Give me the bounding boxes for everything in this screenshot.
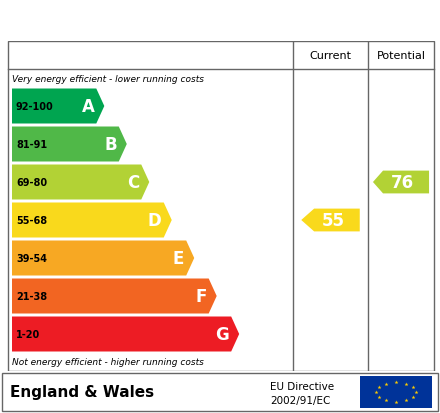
Text: G: G bbox=[216, 325, 229, 343]
Text: E: E bbox=[173, 249, 184, 267]
Text: 92-100: 92-100 bbox=[16, 102, 54, 112]
Polygon shape bbox=[12, 127, 127, 162]
Text: 55-68: 55-68 bbox=[16, 216, 47, 225]
Text: B: B bbox=[104, 136, 117, 154]
Text: Potential: Potential bbox=[377, 51, 425, 61]
Polygon shape bbox=[12, 317, 239, 351]
Text: 21-38: 21-38 bbox=[16, 291, 47, 301]
Polygon shape bbox=[12, 203, 172, 238]
Text: 81-91: 81-91 bbox=[16, 140, 47, 150]
Text: Current: Current bbox=[309, 51, 352, 61]
Text: A: A bbox=[81, 98, 94, 116]
Polygon shape bbox=[12, 241, 194, 276]
Text: C: C bbox=[127, 173, 139, 192]
Polygon shape bbox=[301, 209, 360, 232]
Text: 39-54: 39-54 bbox=[16, 254, 47, 263]
Polygon shape bbox=[12, 89, 104, 124]
Bar bbox=[360, 376, 432, 408]
Text: 2002/91/EC: 2002/91/EC bbox=[270, 395, 330, 406]
Text: Very energy efficient - lower running costs: Very energy efficient - lower running co… bbox=[12, 74, 204, 83]
Text: Energy Efficiency Rating: Energy Efficiency Rating bbox=[11, 12, 280, 31]
Text: Not energy efficient - higher running costs: Not energy efficient - higher running co… bbox=[12, 358, 204, 367]
Text: 69-80: 69-80 bbox=[16, 178, 47, 188]
Text: D: D bbox=[148, 211, 162, 230]
Polygon shape bbox=[12, 279, 216, 314]
Text: England & Wales: England & Wales bbox=[10, 385, 154, 399]
Text: EU Directive: EU Directive bbox=[270, 381, 334, 391]
Text: 1-20: 1-20 bbox=[16, 329, 40, 339]
Polygon shape bbox=[12, 165, 149, 200]
Text: 76: 76 bbox=[391, 173, 414, 192]
Text: F: F bbox=[195, 287, 207, 305]
Text: 55: 55 bbox=[322, 211, 345, 230]
Polygon shape bbox=[373, 171, 429, 194]
